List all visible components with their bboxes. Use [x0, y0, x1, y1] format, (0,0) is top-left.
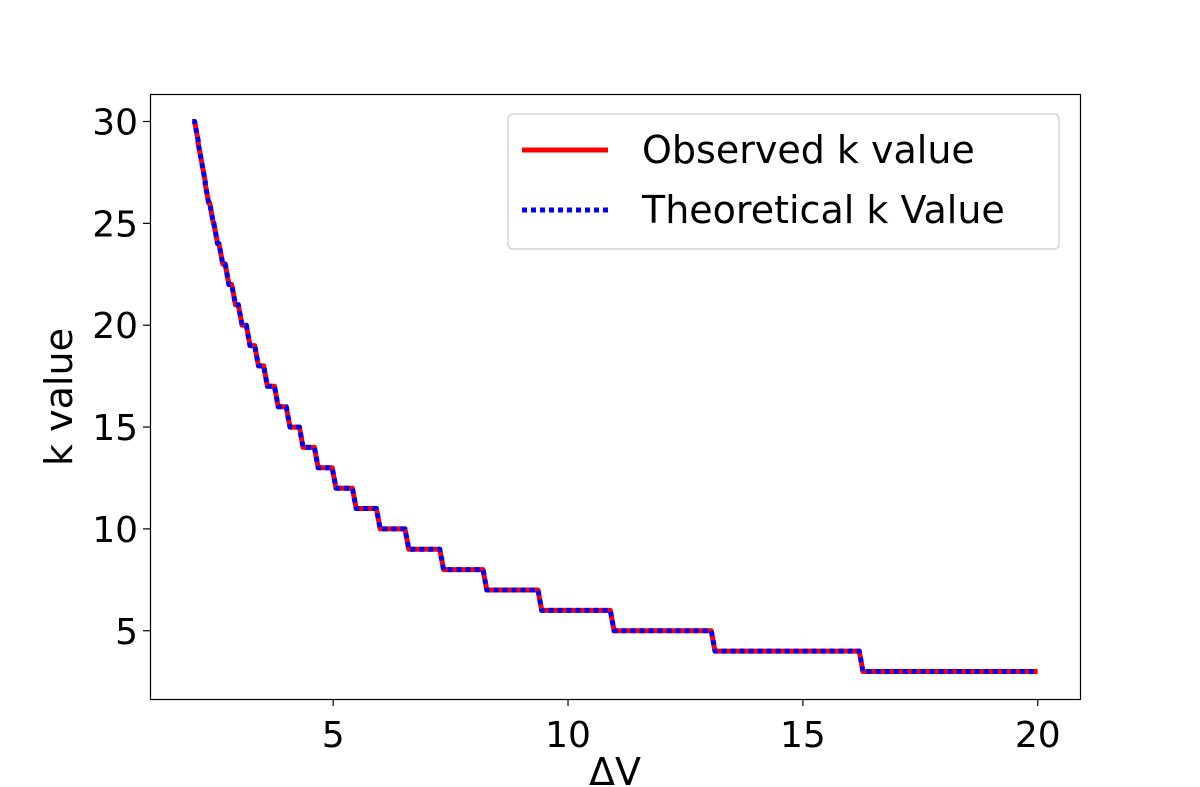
y-axis-label: k value	[37, 328, 81, 466]
y-tick-label: 5	[115, 612, 138, 653]
y-axis: 5 10 15 20 25 30	[92, 103, 150, 653]
legend: Observed k value Theoretical k Value	[507, 113, 1060, 250]
legend-label-theoretical: Theoretical k Value	[641, 188, 1005, 232]
legend-box	[507, 113, 1060, 250]
y-tick-label: 25	[92, 204, 138, 245]
x-tick-label: 15	[780, 715, 826, 756]
y-tick-label: 30	[92, 103, 138, 144]
y-tick-label: 20	[92, 306, 138, 347]
x-axis-label: ΔV	[589, 750, 641, 787]
plot-area	[192, 119, 1038, 674]
plot-frame	[149, 93, 1082, 701]
legend-label-observed: Observed k value	[642, 128, 975, 172]
series-line-theoretical	[192, 119, 1038, 674]
y-tick-label: 10	[92, 510, 138, 551]
x-axis: 5 10 15 20	[322, 699, 1061, 756]
x-tick-label: 10	[545, 715, 591, 756]
x-tick-label: 20	[1015, 715, 1061, 756]
x-tick-label: 5	[322, 715, 345, 756]
y-tick-label: 15	[92, 408, 138, 449]
